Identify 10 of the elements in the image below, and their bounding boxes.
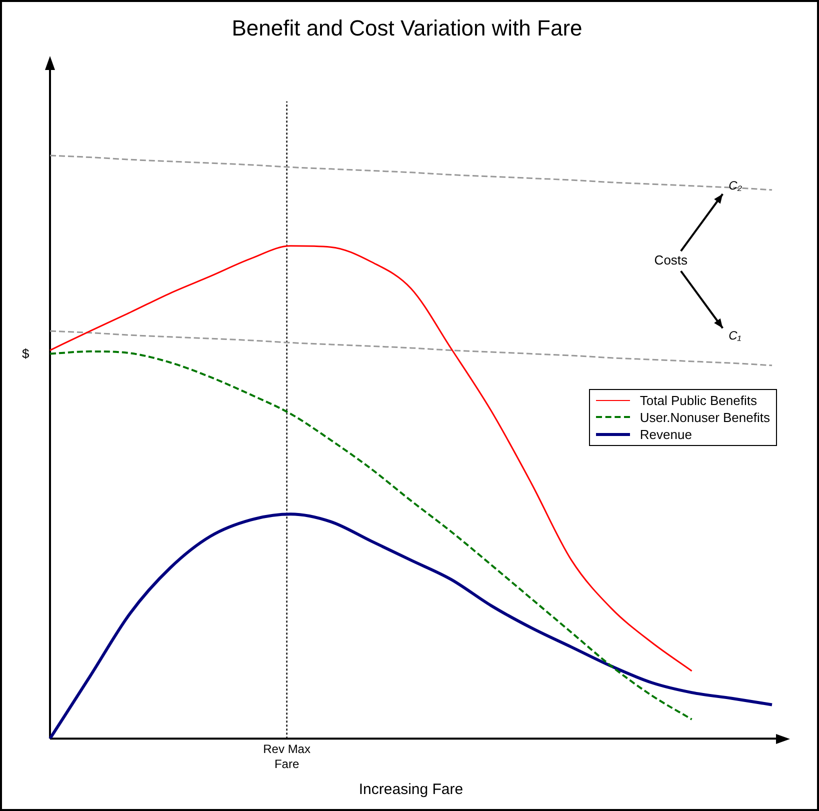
legend-label: Revenue [640,426,692,442]
annotation: C₂ [728,178,742,192]
x-axis-title: Increasing Fare [358,781,464,798]
annotation: C₁ [728,328,742,342]
chart-title: Benefit and Cost Variation with Fare [232,15,582,40]
y-axis-title: $ [22,346,30,361]
annotation: Costs [654,252,688,268]
legend-label: Total Public Benefits [640,392,757,408]
legend-label: User.Nonuser Benefits [640,410,770,425]
text: Rev Max Fare [262,742,312,772]
